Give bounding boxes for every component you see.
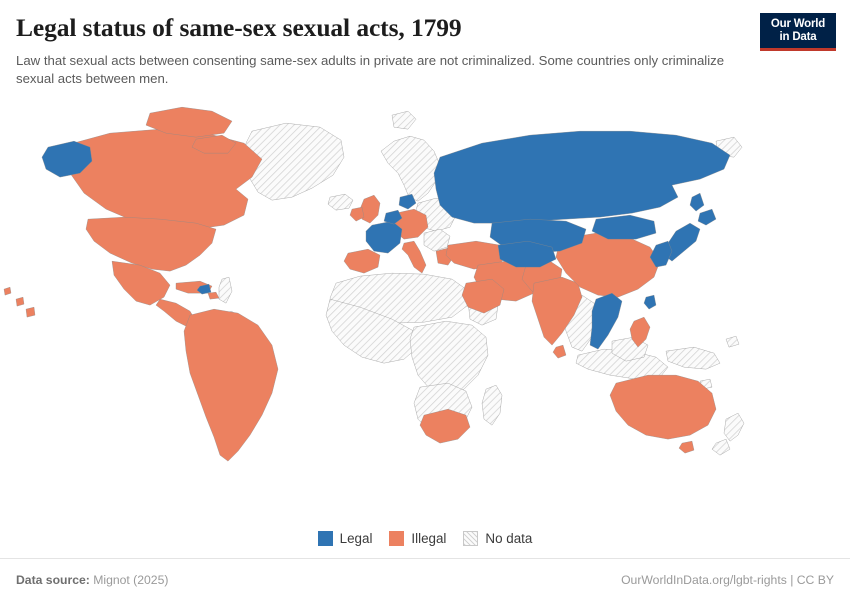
region-scandinavia[interactable] (380, 135, 441, 202)
region-united-kingdom[interactable] (359, 194, 381, 224)
region-russia[interactable] (433, 130, 731, 224)
region-italy[interactable] (401, 240, 427, 274)
region-korea[interactable] (649, 240, 673, 268)
region-tasmania[interactable] (678, 440, 695, 454)
legend-label-legal: Legal (339, 530, 373, 546)
region-haiti[interactable] (196, 283, 212, 295)
legend-swatch-illegal (389, 530, 405, 546)
region-group-legal (41, 130, 731, 350)
data-source-value: Mignot (2025) (89, 572, 169, 587)
data-source-label: Data source: (16, 572, 90, 587)
legend-label-no-data: No data (485, 530, 533, 546)
region-ireland[interactable] (349, 206, 365, 222)
map-legend: Legal Illegal No data (0, 518, 850, 558)
attribution-link[interactable]: OurWorldInData.org/lgbt-rights | CC BY (621, 572, 834, 587)
region-new-zealand[interactable] (711, 412, 745, 456)
region-group-illegal (3, 106, 717, 462)
region-sri-lanka[interactable] (552, 344, 567, 359)
region-svalbard[interactable] (391, 110, 417, 130)
region-papua[interactable] (665, 346, 721, 370)
legend-swatch-legal (317, 530, 333, 546)
page-title: Legal status of same-sex sexual acts, 17… (16, 13, 462, 42)
chart-footer: Data source: Mignot (2025) OurWorldInDat… (0, 558, 850, 600)
owid-logo-line2: in Data (779, 30, 817, 43)
region-iceland[interactable] (327, 193, 354, 211)
region-australia[interactable] (609, 374, 717, 440)
chart-subtitle: Law that sexual acts between consenting … (16, 52, 725, 86)
world-map-svg[interactable] (0, 88, 850, 518)
region-iberia[interactable] (343, 248, 381, 274)
region-mexico[interactable] (111, 260, 171, 306)
region-taiwan[interactable] (643, 294, 657, 310)
region-west-africa[interactable] (325, 298, 419, 364)
legend-item-illegal[interactable]: Illegal (389, 530, 447, 546)
legend-item-no-data[interactable]: No data (463, 530, 533, 546)
owid-logo[interactable]: Our World in Data (760, 13, 836, 51)
region-canada-arctic[interactable] (145, 106, 237, 154)
region-balkans-nodata[interactable] (423, 228, 451, 252)
region-lesser-antilles[interactable] (218, 276, 233, 304)
region-saudi-arabia[interactable] (461, 278, 505, 314)
region-denmark[interactable] (398, 193, 417, 210)
region-philippines[interactable] (629, 316, 651, 348)
owid-logo-line1: Our World (770, 18, 826, 30)
region-madagascar[interactable] (481, 384, 503, 426)
chart-header: Legal status of same-sex sexual acts, 17… (0, 0, 850, 88)
legend-label-illegal: Illegal (411, 530, 447, 546)
region-sakhalin[interactable] (689, 192, 705, 212)
region-south-america[interactable] (183, 308, 279, 462)
region-central-asia[interactable] (497, 240, 557, 268)
data-source: Data source: Mignot (2025) (16, 573, 168, 587)
region-alaska[interactable] (41, 140, 93, 178)
region-united-states[interactable] (85, 216, 217, 272)
region-mongolia[interactable] (591, 214, 657, 240)
region-france[interactable] (365, 220, 403, 254)
region-india[interactable] (531, 276, 583, 346)
region-vietnam[interactable] (589, 292, 623, 350)
region-central-east-africa[interactable] (409, 320, 489, 396)
world-map[interactable] (0, 88, 850, 518)
region-pacific-specks[interactable] (3, 286, 36, 318)
region-south-africa[interactable] (419, 408, 471, 444)
legend-swatch-no-data (463, 530, 479, 546)
region-japan[interactable] (663, 208, 717, 262)
legend-item-legal[interactable]: Legal (317, 530, 373, 546)
region-benelux[interactable] (383, 209, 403, 225)
map-regions (3, 106, 745, 462)
